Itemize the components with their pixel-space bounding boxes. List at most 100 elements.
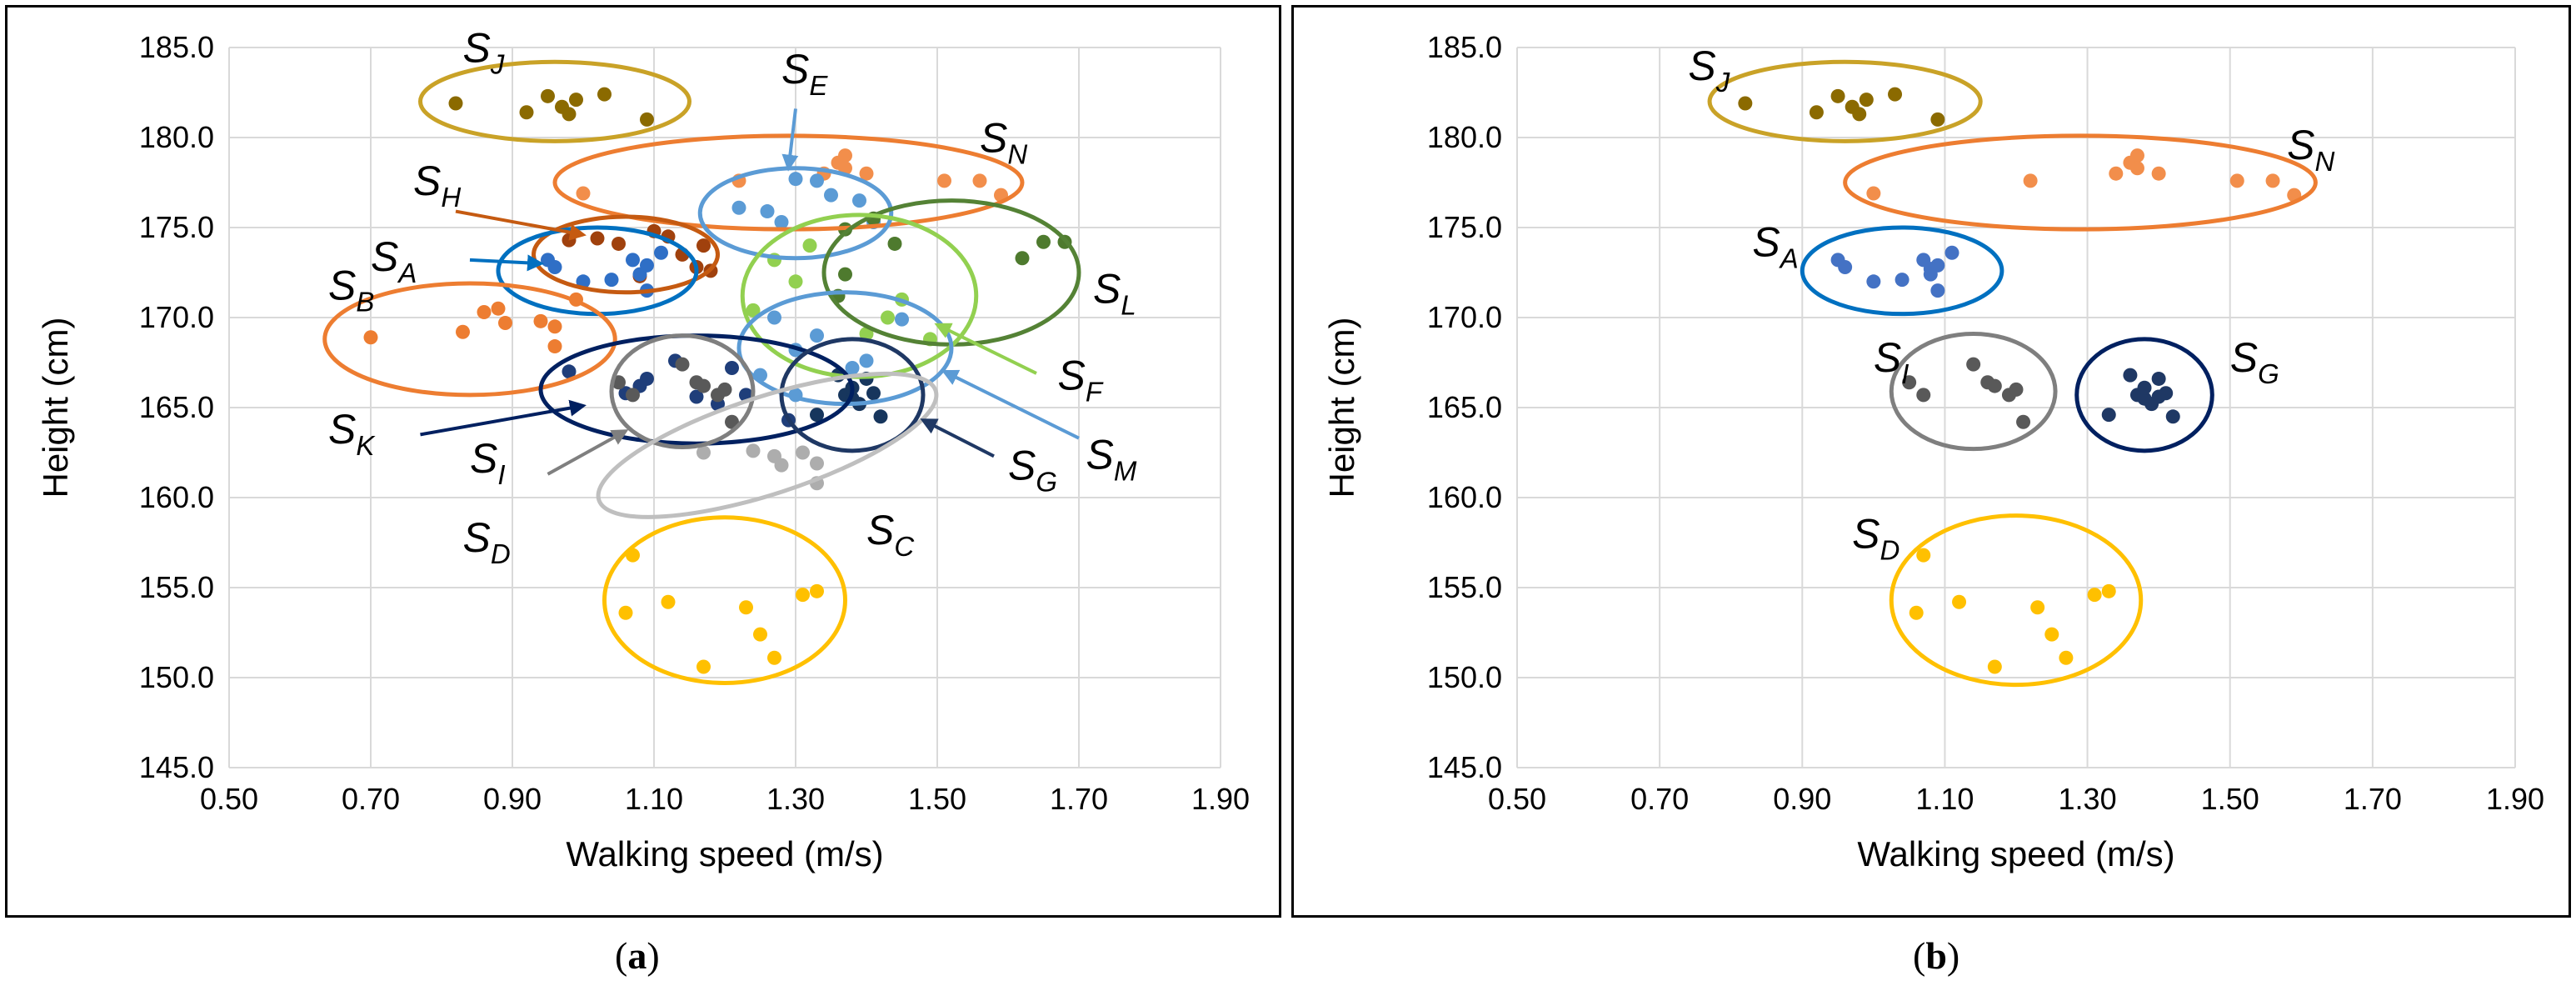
data-point [1952, 595, 1966, 609]
data-point [1888, 88, 1902, 102]
x-tick-label: 0.90 [483, 782, 542, 816]
data-point [881, 311, 895, 325]
y-tick-label: 185.0 [139, 30, 214, 64]
data-point [626, 253, 640, 267]
cluster-label-sc: SC [866, 507, 915, 562]
cluster-label-sa: SA [371, 233, 417, 288]
chart-panel-b: 0.50 0.70 0.90 1.10 1.30 1.50 1.70 1.90 145.0 150… [1291, 5, 2571, 918]
data-point [2166, 409, 2180, 423]
data-point [577, 186, 591, 200]
data-point [1988, 379, 2002, 393]
cluster-label-sh: SH [413, 158, 461, 213]
arrow-sk [421, 406, 584, 435]
data-point [1852, 107, 1866, 121]
data-point [534, 314, 548, 328]
chart-panel-a: 0.50 0.70 0.90 1.10 1.30 1.50 1.70 1.90 145.0 150… [5, 5, 1281, 918]
data-point [725, 361, 739, 375]
data-point [1924, 262, 1938, 276]
x-tick-label: 1.10 [1915, 782, 1974, 816]
x-tick-label: 1.90 [2486, 782, 2544, 816]
cluster-label-sg: SG [2230, 334, 2279, 389]
cluster-label-sg: SG [1008, 442, 1057, 497]
data-point [767, 651, 781, 665]
data-point [2088, 588, 2102, 602]
data-point [895, 313, 909, 327]
cluster-label-sn: SN [980, 114, 1027, 169]
y-tick-label: 185.0 [1427, 30, 1502, 64]
data-point [789, 274, 803, 288]
x-tick-label: 0.50 [200, 782, 258, 816]
data-point [1831, 89, 1845, 103]
arrow-sa [470, 260, 541, 263]
cluster-label-sm: SM [1086, 431, 1137, 486]
data-point [612, 237, 626, 251]
data-point [1866, 186, 1880, 200]
data-point [2024, 173, 2038, 188]
data-point [696, 379, 711, 393]
data-point [591, 231, 605, 245]
data-point [803, 238, 817, 253]
data-point [541, 89, 555, 103]
cluster-label-sd: SD [1852, 510, 1900, 565]
x-tick-label: 1.50 [2201, 782, 2259, 816]
data-point [1036, 235, 1051, 249]
data-point [2152, 372, 2166, 386]
data-point [696, 660, 711, 674]
data-point [2152, 167, 2166, 181]
data-point [775, 215, 789, 229]
y-tick-label: 175.0 [139, 210, 214, 244]
cluster-ellipse-sd [605, 518, 846, 683]
data-point [1944, 246, 1959, 260]
x-tick-label: 0.70 [342, 782, 400, 816]
x-tick-label: 1.30 [2059, 782, 2117, 816]
data-point [1988, 660, 2002, 674]
data-point [477, 305, 492, 319]
series-sj-points [1738, 88, 1944, 127]
series-sd-points [619, 548, 825, 674]
series-sn-points [1866, 148, 2301, 203]
y-tick-label: 160.0 [1427, 480, 1502, 514]
data-point [838, 268, 852, 282]
data-point [654, 246, 668, 260]
series-sd-points [1910, 548, 2116, 674]
y-tick-label: 170.0 [139, 300, 214, 334]
data-point [1930, 283, 1944, 298]
data-point [2130, 161, 2144, 175]
data-point [2130, 148, 2144, 163]
data-point [767, 311, 781, 325]
data-point [775, 458, 789, 473]
series-sg-points [2102, 368, 2180, 424]
y-tick-label: 155.0 [1427, 570, 1502, 604]
data-point [796, 588, 810, 602]
data-point [796, 446, 810, 460]
arrow-sh [456, 212, 583, 235]
data-point [810, 173, 824, 188]
data-point [2266, 173, 2280, 188]
data-point [739, 600, 753, 614]
series-sj-points [449, 88, 655, 127]
cluster-label-sj: SJ [1688, 43, 1730, 98]
series-sa-points [1831, 246, 1959, 298]
data-point [2109, 167, 2123, 181]
caption-a: (a) [615, 933, 660, 978]
y-tick-label: 180.0 [1427, 120, 1502, 154]
data-point [838, 148, 852, 163]
x-axis-title: Walking speed (m/s) [566, 834, 883, 873]
data-point [569, 93, 583, 107]
data-point [874, 409, 888, 423]
data-point [2009, 383, 2024, 397]
x-tick-label: 0.70 [1630, 782, 1689, 816]
y-tick-label: 175.0 [1427, 210, 1502, 244]
data-point [753, 628, 767, 642]
data-point [676, 358, 690, 372]
cluster-ellipse-sd [1891, 516, 2141, 685]
data-point [824, 188, 838, 203]
data-point [732, 201, 746, 215]
data-point [789, 172, 803, 186]
y-tick-label: 150.0 [139, 660, 214, 694]
data-point [2016, 415, 2030, 429]
data-point [1866, 274, 1880, 288]
data-point [1895, 273, 1910, 287]
data-point [492, 302, 506, 316]
y-tick-label: 180.0 [139, 120, 214, 154]
